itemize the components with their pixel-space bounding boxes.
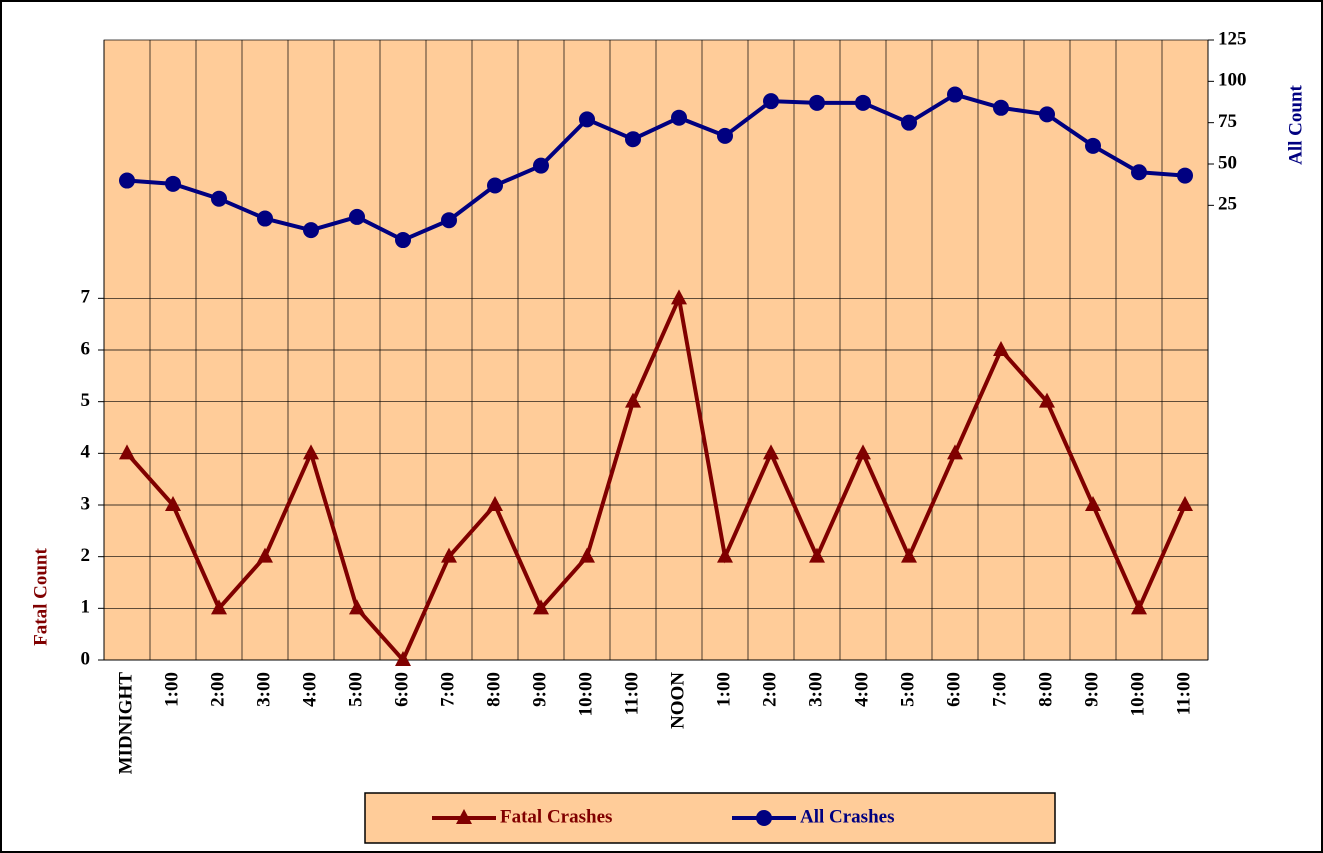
- marker: [349, 208, 365, 225]
- x-tick-label: 9:00: [529, 672, 550, 707]
- marker: [211, 190, 227, 207]
- marker: [533, 599, 549, 615]
- marker: [1039, 392, 1055, 408]
- x-tick-label: 3:00: [253, 672, 274, 707]
- marker: [855, 444, 871, 460]
- marker: [1177, 167, 1193, 184]
- x-tick-label: 4:00: [299, 672, 320, 707]
- x-tick-label: 5:00: [345, 672, 366, 707]
- marker: [487, 496, 503, 511]
- y-axis-label: Fatal Count: [30, 548, 51, 646]
- marker: [579, 111, 595, 128]
- marker: [395, 651, 411, 666]
- x-tick-label: 2:00: [207, 672, 228, 707]
- marker: [1085, 137, 1101, 154]
- y2-axis-label: All Count: [1285, 84, 1306, 164]
- marker: [756, 810, 772, 826]
- marker: [441, 212, 457, 229]
- y2-tick-label: 75: [1218, 111, 1237, 132]
- y-tick-label: 3: [81, 493, 91, 514]
- marker: [947, 444, 963, 460]
- x-tick-label: 1:00: [713, 672, 734, 707]
- marker: [579, 547, 595, 563]
- marker: [763, 444, 779, 460]
- x-tick-label: 1:00: [161, 672, 182, 707]
- y-tick-label: 5: [81, 390, 91, 411]
- x-tick-label: 7:00: [989, 672, 1010, 707]
- marker: [993, 341, 1009, 356]
- y2-tick-label: 100: [1218, 70, 1247, 91]
- marker: [809, 94, 825, 111]
- x-tick-label: 9:00: [1081, 672, 1102, 707]
- marker: [625, 131, 641, 148]
- y2-tick-label: 125: [1218, 28, 1247, 49]
- marker: [119, 444, 135, 460]
- y2-tick-label: 50: [1218, 152, 1237, 173]
- x-tick-label: 10:00: [575, 672, 596, 716]
- x-tick-label: 6:00: [943, 672, 964, 707]
- x-tick-label: 11:00: [621, 672, 642, 715]
- marker: [257, 210, 273, 227]
- marker: [855, 94, 871, 111]
- legend-label: All Crashes: [800, 806, 894, 827]
- marker: [119, 172, 135, 189]
- marker: [456, 809, 472, 824]
- x-tick-label: 6:00: [391, 672, 412, 707]
- marker: [901, 114, 917, 131]
- marker: [717, 547, 733, 563]
- marker: [993, 99, 1009, 116]
- marker: [1177, 496, 1193, 511]
- marker: [211, 599, 227, 615]
- marker: [1039, 106, 1055, 123]
- x-tick-label: 4:00: [851, 672, 872, 707]
- marker: [763, 93, 779, 110]
- marker: [1131, 164, 1147, 181]
- marker: [395, 232, 411, 249]
- x-tick-label: MIDNIGHT: [115, 672, 136, 775]
- marker: [441, 547, 457, 563]
- marker: [533, 157, 549, 174]
- marker: [487, 177, 503, 194]
- marker: [717, 127, 733, 144]
- y-tick-label: 6: [81, 338, 91, 359]
- x-tick-label: 8:00: [483, 672, 504, 707]
- legend-label: Fatal Crashes: [500, 806, 612, 827]
- x-tick-label: 7:00: [437, 672, 458, 707]
- x-tick-label: 10:00: [1127, 672, 1148, 716]
- marker: [901, 547, 917, 563]
- marker: [1085, 496, 1101, 511]
- marker: [1131, 599, 1147, 615]
- y2-tick-label: 25: [1218, 194, 1237, 215]
- x-tick-label: NOON: [667, 672, 688, 729]
- marker: [257, 547, 273, 563]
- x-tick-label: 8:00: [1035, 672, 1056, 707]
- x-tick-label: 5:00: [897, 672, 918, 707]
- marker: [947, 86, 963, 103]
- y-tick-label: 0: [81, 648, 91, 669]
- marker: [625, 392, 641, 408]
- marker: [165, 496, 181, 511]
- plot-border: [103, 39, 1209, 661]
- x-tick-label: 2:00: [759, 672, 780, 707]
- x-tick-label: 11:00: [1173, 672, 1194, 715]
- y-tick-label: 2: [81, 545, 91, 566]
- marker: [303, 222, 319, 239]
- series-line: [125, 291, 1187, 664]
- y-tick-label: 4: [81, 442, 91, 463]
- marker: [303, 444, 319, 460]
- y-tick-label: 1: [81, 597, 91, 618]
- marker: [349, 599, 365, 615]
- marker: [671, 109, 687, 126]
- marker: [809, 547, 825, 563]
- y-tick-label: 7: [81, 287, 91, 308]
- x-tick-label: 3:00: [805, 672, 826, 707]
- marker: [671, 289, 687, 305]
- marker: [165, 175, 181, 192]
